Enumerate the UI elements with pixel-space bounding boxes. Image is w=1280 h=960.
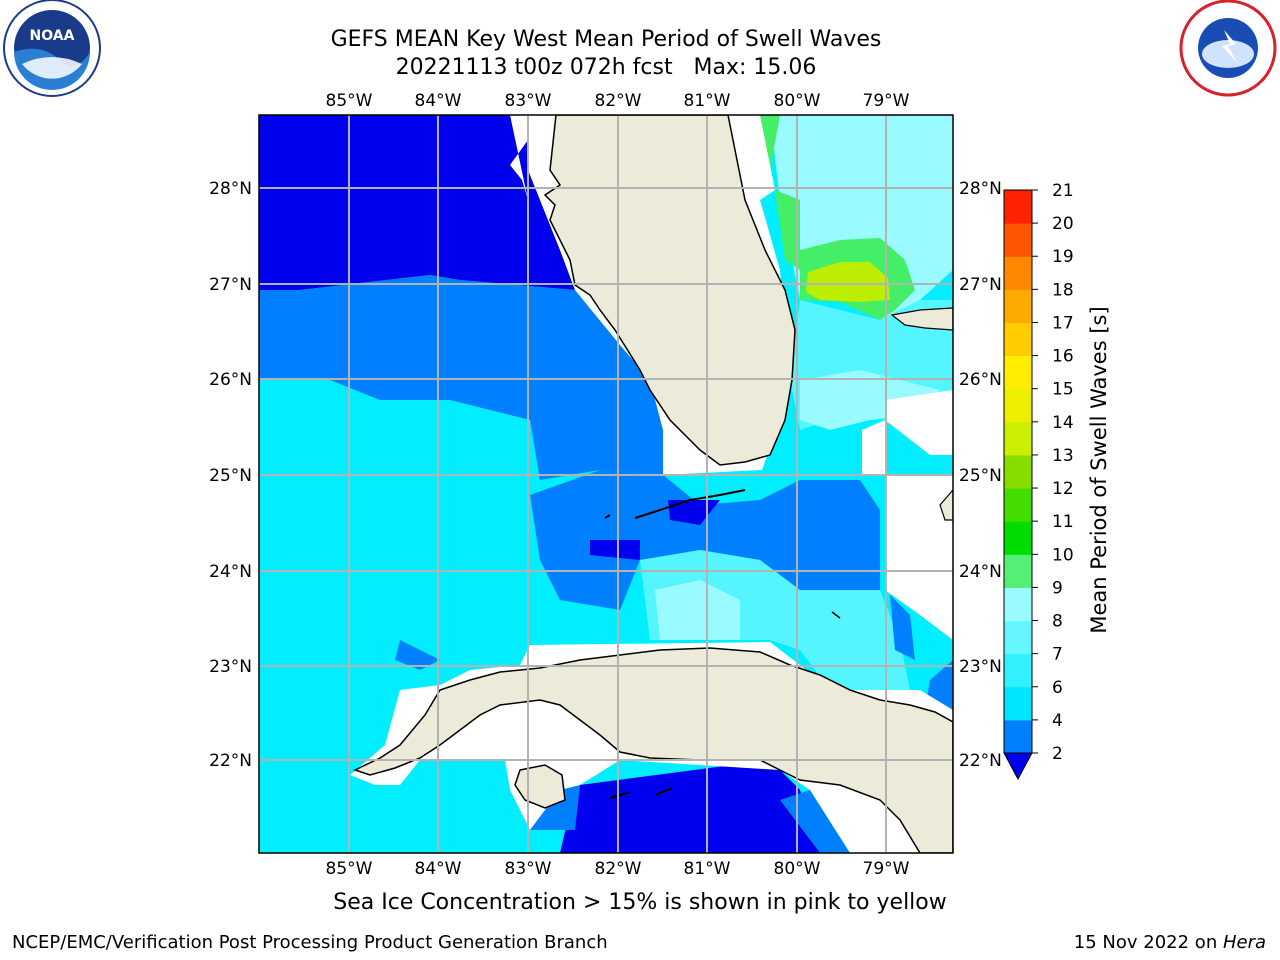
lat-label-right: 28°N bbox=[959, 179, 1002, 199]
lat-label-left: 24°N bbox=[209, 562, 252, 582]
footer-organization: NCEP/EMC/Verification Post Processing Pr… bbox=[12, 932, 608, 953]
lon-label-top: 84°W bbox=[415, 91, 462, 111]
footer-machine: Hera bbox=[1222, 932, 1266, 953]
colorbar-label: 16 bbox=[1052, 347, 1074, 367]
graticule bbox=[259, 115, 953, 853]
colorbar-segment bbox=[1004, 223, 1032, 257]
title-line-2: 20221113 t00z 072h fcst Max: 15.06 bbox=[395, 55, 817, 80]
map-area bbox=[259, 115, 953, 853]
lat-label-right: 27°N bbox=[959, 275, 1002, 295]
lon-label-bottom: 85°W bbox=[326, 859, 373, 879]
colorbar-segment bbox=[1004, 686, 1032, 721]
lat-label-left: 25°N bbox=[209, 466, 252, 486]
colorbar-segment bbox=[1004, 653, 1032, 688]
colorbar-segment bbox=[1004, 554, 1032, 588]
lon-label-bottom: 84°W bbox=[415, 859, 462, 879]
lon-label-bottom: 82°W bbox=[595, 859, 642, 879]
colorbar-title: Mean Period of Swell Waves [s] bbox=[1087, 306, 1111, 633]
colorbar-label: 17 bbox=[1052, 313, 1074, 333]
lat-label-left: 22°N bbox=[209, 751, 252, 771]
colorbar-segment bbox=[1004, 521, 1032, 555]
cuba-land bbox=[353, 647, 953, 853]
lon-label-top: 85°W bbox=[326, 91, 373, 111]
lon-label-bottom: 79°W bbox=[863, 859, 910, 879]
colorbar-segment bbox=[1004, 388, 1032, 423]
colorbar-label: 14 bbox=[1052, 413, 1074, 433]
footer-date: 15 Nov 2022 on Hera bbox=[1074, 932, 1266, 953]
colorbar-label: 13 bbox=[1052, 446, 1074, 466]
lon-labels-top: 85°W 84°W 83°W 82°W 81°W 80°W 79°W bbox=[326, 91, 910, 111]
colorbar-label: 4 bbox=[1052, 711, 1063, 731]
lon-labels-bottom: 85°W 84°W 83°W 82°W 81°W 80°W 79°W bbox=[326, 859, 910, 879]
colorbar-label: 19 bbox=[1052, 247, 1074, 267]
lat-label-right: 24°N bbox=[959, 562, 1002, 582]
colorbar-segment bbox=[1004, 289, 1032, 323]
svg-text:NOAA: NOAA bbox=[30, 28, 75, 44]
colorbar-label: 9 bbox=[1052, 578, 1063, 598]
contour-deep-south bbox=[560, 760, 820, 853]
colorbar-label: 7 bbox=[1052, 645, 1063, 665]
florida-land bbox=[543, 115, 796, 466]
colorbar-label: 21 bbox=[1052, 181, 1074, 201]
sea-ice-caption: Sea Ice Concentration > 15% is shown in … bbox=[333, 890, 947, 915]
lat-label-right: 23°N bbox=[959, 657, 1002, 677]
colorbar-label: 15 bbox=[1052, 380, 1074, 400]
lon-label-top: 81°W bbox=[684, 91, 731, 111]
lat-label-left: 28°N bbox=[209, 179, 252, 199]
colorbar-label: 10 bbox=[1052, 545, 1074, 565]
colorbar-label: 18 bbox=[1052, 280, 1074, 300]
colorbar: 2 4 6 7 8 9 10 11 12 13 14 15 16 17 18 19 20 21 bbox=[1003, 181, 1074, 781]
colorbar-label: 6 bbox=[1052, 678, 1063, 698]
lat-label-left: 27°N bbox=[209, 275, 252, 295]
map-title: GEFS MEAN Key West Mean Period of Swell … bbox=[256, 26, 956, 82]
colorbar-segment bbox=[1004, 488, 1032, 522]
colorbar-segment bbox=[1004, 190, 1032, 224]
lat-label-right: 25°N bbox=[959, 466, 1002, 486]
lat-label-right: 26°N bbox=[959, 370, 1002, 390]
lon-label-bottom: 80°W bbox=[774, 859, 821, 879]
contour-deep-north bbox=[259, 115, 575, 290]
lon-label-top: 79°W bbox=[863, 91, 910, 111]
colorbar-under-arrow bbox=[1003, 752, 1033, 781]
lon-label-top: 80°W bbox=[774, 91, 821, 111]
colorbar-segment bbox=[1004, 587, 1032, 622]
nws-logo bbox=[1179, 0, 1277, 97]
map-frame bbox=[258, 114, 954, 854]
lon-label-top: 83°W bbox=[505, 91, 552, 111]
footer-date-text: 15 Nov 2022 on bbox=[1073, 932, 1223, 953]
lon-label-top: 82°W bbox=[595, 91, 642, 111]
colorbar-label: 12 bbox=[1052, 479, 1074, 499]
lat-label-left: 26°N bbox=[209, 370, 252, 390]
colorbar-label: 8 bbox=[1052, 612, 1063, 632]
colorbar-segment bbox=[1004, 719, 1032, 754]
contour-blue-gulf bbox=[259, 275, 663, 480]
colorbar-label: 11 bbox=[1052, 512, 1074, 532]
lat-labels-right: 28°N 27°N 26°N 25°N 24°N 23°N 22°N bbox=[959, 179, 1002, 771]
lat-label-left: 23°N bbox=[209, 657, 252, 677]
colorbar-frame bbox=[1003, 189, 1033, 754]
lon-label-bottom: 81°W bbox=[684, 859, 731, 879]
colorbar-segment bbox=[1004, 421, 1032, 456]
colorbar-segment bbox=[1004, 322, 1032, 357]
lon-label-bottom: 83°W bbox=[505, 859, 552, 879]
colorbar-segment bbox=[1004, 620, 1032, 655]
lat-label-right: 22°N bbox=[959, 751, 1002, 771]
colorbar-label: 20 bbox=[1052, 214, 1074, 234]
colorbar-label: 2 bbox=[1052, 744, 1063, 764]
colorbar-segment bbox=[1004, 256, 1032, 290]
colorbar-segment bbox=[1004, 454, 1032, 489]
noaa-logo: NOAA bbox=[3, 0, 101, 97]
title-line-1: GEFS MEAN Key West Mean Period of Swell … bbox=[330, 27, 882, 52]
lat-labels-left: 28°N 27°N 26°N 25°N 24°N 23°N 22°N bbox=[209, 179, 252, 771]
colorbar-segment bbox=[1004, 355, 1032, 390]
